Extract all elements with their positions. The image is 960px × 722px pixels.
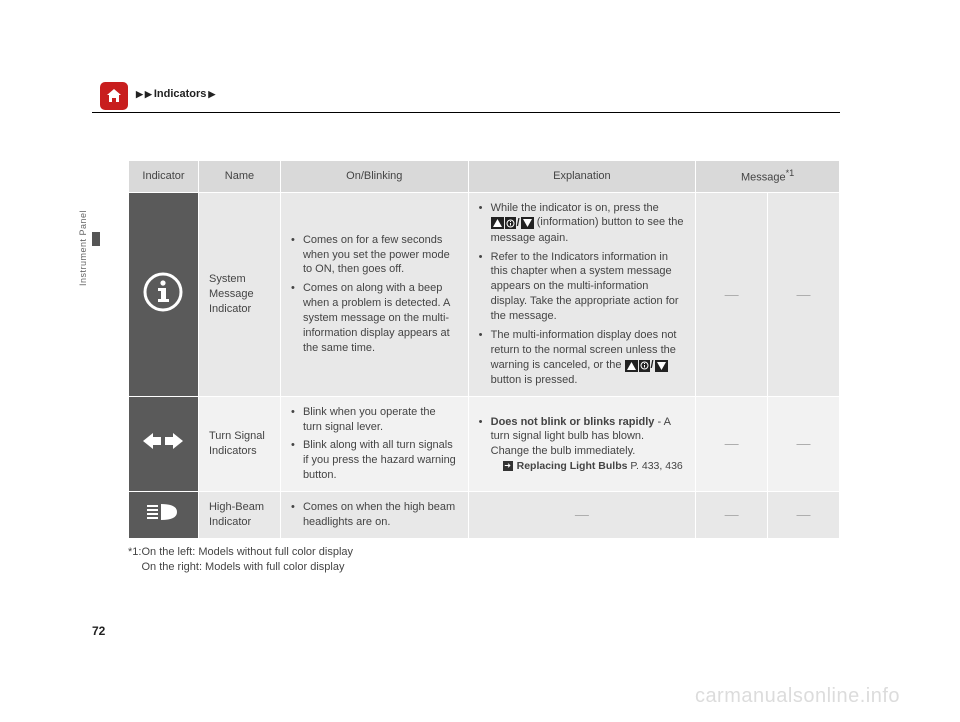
list-item: The multi-information display does not r…: [479, 328, 686, 388]
explanation-cell: While the indicator is on, press the / (…: [468, 192, 696, 396]
indicator-cell: [129, 192, 199, 396]
on-cell: Comes on for a few seconds when you set …: [280, 192, 468, 396]
message-cell: —: [696, 396, 768, 491]
th-message: Message*1: [696, 161, 840, 193]
name-cell: Turn Signal Indicators: [198, 396, 280, 491]
on-cell: Comes on when the high beam headlights a…: [280, 492, 468, 539]
list-item: Does not blink or blinks rapidly - A tur…: [479, 415, 686, 474]
info-button-icon: /: [491, 216, 534, 231]
chevron-right-icon: ▶: [136, 89, 143, 100]
home-icon: [105, 87, 123, 105]
high-beam-icon: [141, 501, 185, 523]
table-header-row: Indicator Name On/Blinking Explanation M…: [129, 161, 840, 193]
page-number: 72: [92, 624, 105, 638]
footnote: *1:On the left: Models without full colo…: [128, 545, 828, 576]
chevron-right-icon: ▶: [145, 89, 152, 100]
info-indicator-icon: [141, 270, 185, 314]
table-row: Turn Signal Indicators Blink when you op…: [129, 396, 840, 491]
on-cell: Blink when you operate the turn signal l…: [280, 396, 468, 491]
message-cell: —: [768, 396, 840, 491]
message-cell: —: [696, 192, 768, 396]
list-item: While the indicator is on, press the / (…: [479, 201, 686, 246]
th-name: Name: [198, 161, 280, 193]
message-cell: —: [768, 192, 840, 396]
breadcrumb-item: Indicators: [154, 88, 207, 100]
indicator-cell: [129, 396, 199, 491]
header-rule: [92, 112, 840, 113]
message-cell: —: [696, 492, 768, 539]
list-item: Refer to the Indicators information in t…: [479, 250, 686, 324]
home-button[interactable]: [100, 82, 128, 110]
xref-icon: ➜: [503, 461, 513, 471]
th-indicator: Indicator: [129, 161, 199, 193]
th-on: On/Blinking: [280, 161, 468, 193]
turn-signal-icon: [141, 431, 185, 451]
table-row: High-Beam Indicator Comes on when the hi…: [129, 492, 840, 539]
list-item: Comes on when the high beam headlights a…: [291, 500, 458, 530]
list-item: Comes on along with a beep when a proble…: [291, 281, 458, 355]
table-row: System Message Indicator Comes on for a …: [129, 192, 840, 396]
explanation-cell: —: [468, 492, 696, 539]
breadcrumb: ▶▶ Indicators ▶: [136, 88, 215, 100]
list-item: Blink when you operate the turn signal l…: [291, 405, 458, 435]
chevron-right-icon: ▶: [208, 89, 215, 100]
message-cell: —: [768, 492, 840, 539]
section-label: Instrument Panel: [78, 210, 88, 286]
watermark: carmanualsonline.info: [695, 685, 900, 708]
cross-reference: ➜Replacing Light Bulbs P. 433, 436: [491, 459, 686, 473]
name-cell: High-Beam Indicator: [198, 492, 280, 539]
indicators-table: Indicator Name On/Blinking Explanation M…: [128, 160, 840, 539]
info-button-icon: /: [625, 358, 668, 373]
th-explanation: Explanation: [468, 161, 696, 193]
list-item: Comes on for a few seconds when you set …: [291, 233, 458, 278]
explanation-cell: Does not blink or blinks rapidly - A tur…: [468, 396, 696, 491]
list-item: Blink along with all turn signals if you…: [291, 438, 458, 483]
indicator-cell: [129, 492, 199, 539]
name-cell: System Message Indicator: [198, 192, 280, 396]
section-tab: [92, 232, 100, 246]
